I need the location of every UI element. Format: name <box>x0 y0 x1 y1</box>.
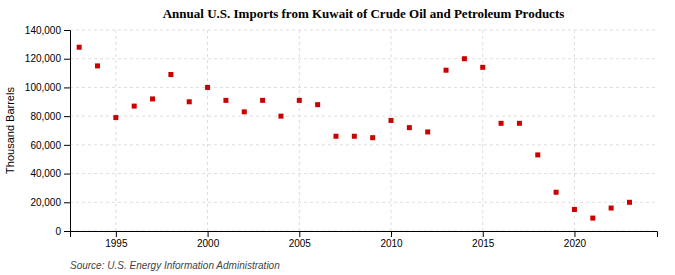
tick-mark <box>64 174 70 175</box>
point <box>242 109 247 114</box>
tick-mark <box>391 231 392 237</box>
tick-label: 60,000 <box>30 140 61 151</box>
tick: 2005 <box>289 231 312 249</box>
tick-label: 40,000 <box>30 168 61 179</box>
y-axis: 0 20,000 40,000 60,000 80,000 100,000 120,000 1… <box>25 25 71 237</box>
point <box>333 134 338 139</box>
point <box>132 104 137 109</box>
tick-mark <box>299 231 300 237</box>
source-note: Source: U.S. Energy Information Administ… <box>70 260 280 271</box>
point <box>370 135 375 140</box>
point <box>590 216 595 221</box>
grid-line <box>70 144 657 145</box>
tick-label: 2000 <box>197 238 220 249</box>
grid-line <box>207 30 208 231</box>
point <box>113 115 118 120</box>
point <box>444 68 449 73</box>
point <box>480 65 485 70</box>
points <box>77 45 632 221</box>
tick-label: 140,000 <box>25 25 62 36</box>
tick-mark <box>64 116 70 117</box>
point <box>352 134 357 139</box>
tick: 100,000 <box>25 82 70 93</box>
tick-mark <box>64 30 70 31</box>
point <box>609 206 614 211</box>
tick-label: 80,000 <box>30 111 61 122</box>
tick: 120,000 <box>25 53 70 64</box>
plot-area: 1995 2000 2005 2010 2015 2020 0 20,000 40,000 60,… <box>25 25 658 249</box>
point <box>554 190 559 195</box>
tick: 2010 <box>380 231 403 249</box>
grid-line <box>574 30 575 231</box>
point <box>315 102 320 107</box>
grid-line <box>299 30 300 231</box>
point <box>517 121 522 126</box>
grid-line <box>115 30 116 231</box>
grid-line <box>70 87 657 88</box>
point <box>535 152 540 157</box>
tick-mark <box>483 231 484 237</box>
point <box>260 98 265 103</box>
tick: 2000 <box>197 231 220 249</box>
point <box>205 85 210 90</box>
point <box>462 56 467 61</box>
tick-label: 100,000 <box>25 82 62 93</box>
tick-label: 2015 <box>472 238 495 249</box>
grid-line <box>391 30 392 231</box>
point <box>499 121 504 126</box>
grid-line <box>70 58 657 59</box>
grid-line <box>70 202 657 203</box>
point <box>95 63 100 68</box>
y-axis-label: Thousand Barrels <box>4 87 16 174</box>
tick: 140,000 <box>25 25 70 36</box>
tick: 40,000 <box>30 168 70 179</box>
point <box>168 72 173 77</box>
point <box>389 118 394 123</box>
grid-line <box>70 30 657 31</box>
title: Annual U.S. Imports from Kuwait of Crude… <box>163 6 565 21</box>
axis-line <box>64 31 71 232</box>
tick-label: 120,000 <box>25 53 62 64</box>
tick: 2020 <box>564 231 587 249</box>
tick-label: 2005 <box>289 238 312 249</box>
tick-label: 2010 <box>380 238 403 249</box>
tick-mark <box>64 231 70 232</box>
point <box>407 125 412 130</box>
tick-mark <box>64 59 70 60</box>
tick-mark <box>64 87 70 88</box>
tick: 60,000 <box>30 140 70 151</box>
tick-mark <box>574 231 575 237</box>
point <box>425 129 430 134</box>
point <box>187 99 192 104</box>
tick: 20,000 <box>30 197 70 208</box>
tick-label: 20,000 <box>30 197 61 208</box>
axis-line <box>71 232 658 238</box>
grid-line <box>482 30 483 231</box>
tick-label: 1995 <box>105 238 128 249</box>
tick-mark <box>208 231 209 237</box>
chart: 1995 2000 2005 2010 2015 2020 0 20,000 40,000 60,… <box>0 0 675 275</box>
tick-label: 0 <box>55 226 61 237</box>
tick-mark <box>64 202 70 203</box>
point <box>627 200 632 205</box>
tick-mark <box>116 231 117 237</box>
point <box>77 45 82 50</box>
tick: 0 <box>55 226 70 237</box>
tick-label: 2020 <box>564 238 587 249</box>
grid <box>70 30 657 231</box>
point <box>297 98 302 103</box>
tick: 80,000 <box>30 111 70 122</box>
point <box>223 98 228 103</box>
point <box>572 207 577 212</box>
grid-line <box>70 173 657 174</box>
point <box>150 96 155 101</box>
tick-mark <box>64 145 70 146</box>
tick: 1995 <box>105 231 128 249</box>
x-axis: 1995 2000 2005 2010 2015 2020 <box>71 231 658 249</box>
grid-line <box>70 116 657 117</box>
point <box>278 114 283 119</box>
tick: 2015 <box>472 231 495 249</box>
